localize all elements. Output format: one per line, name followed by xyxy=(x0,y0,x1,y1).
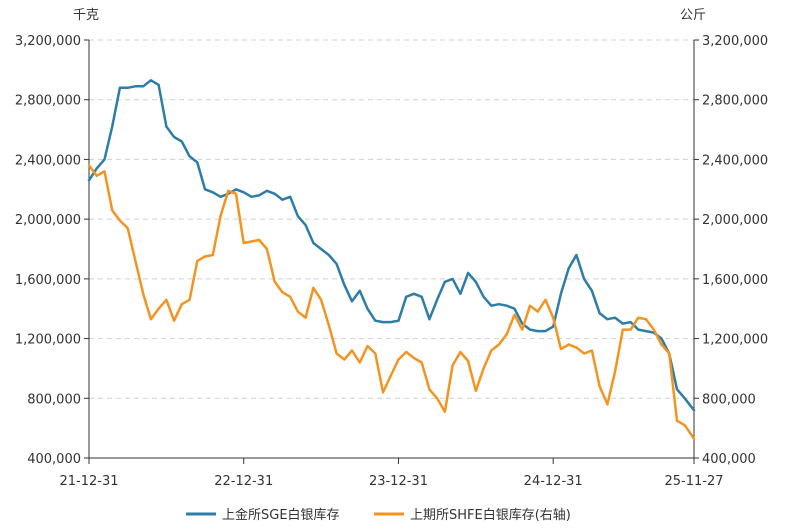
left-y-tick-label: 1,200,000 xyxy=(15,333,81,348)
left-y-tick-label: 3,200,000 xyxy=(15,34,81,49)
x-tick-label: 23-12-31 xyxy=(369,474,428,489)
right-y-tick-label: 2,000,000 xyxy=(702,213,768,228)
x-tick-label: 24-12-31 xyxy=(524,474,583,489)
right-y-tick-label: 1,200,000 xyxy=(702,333,768,348)
legend-item-sge[interactable]: 上金所SGE白银库存 xyxy=(186,507,340,523)
left-unit-label: 千克 xyxy=(73,8,99,23)
right-y-tick-label: 400,000 xyxy=(702,452,756,467)
x-tick-label: 22-12-31 xyxy=(214,474,273,489)
legend[interactable]: 上金所SGE白银库存 上期所SHFE白银库存(右轴) xyxy=(186,507,571,523)
right-y-tick-label: 800,000 xyxy=(702,392,756,407)
left-y-tick-label: 2,400,000 xyxy=(15,153,81,168)
right-y-tick-label: 3,200,000 xyxy=(702,34,768,49)
x-tick-label: 21-12-31 xyxy=(59,474,118,489)
legend-item-shfe[interactable]: 上期所SHFE白银库存(右轴) xyxy=(374,507,571,523)
x-ticks: 21-12-31 22-12-31 23-12-31 24-12-31 25-11-27 xyxy=(59,458,724,489)
x-tick-label: 25-11-27 xyxy=(664,474,723,489)
left-y-tick-label: 2,800,000 xyxy=(15,94,81,109)
gridlines xyxy=(89,39,694,399)
series-lines xyxy=(87,79,696,440)
axes xyxy=(88,40,695,459)
right-y-tick-label: 1,600,000 xyxy=(702,273,768,288)
series-line-shfe xyxy=(87,164,696,440)
left-y-tick-label: 2,000,000 xyxy=(15,213,81,228)
series-line-sge xyxy=(87,79,696,412)
right-unit-label: 公斤 xyxy=(680,8,706,23)
left-y-tick-label: 1,600,000 xyxy=(15,273,81,288)
right-y-tick-label: 2,800,000 xyxy=(702,94,768,109)
right-y-tick-label: 2,400,000 xyxy=(702,153,768,168)
right-y-ticks: 3,200,000 2,800,000 2,400,000 2,000,000 1,60… xyxy=(694,34,768,467)
legend-label-shfe: 上期所SHFE白银库存(右轴) xyxy=(410,507,571,523)
left-y-tick-label: 400,000 xyxy=(27,452,81,467)
left-y-tick-label: 800,000 xyxy=(27,392,81,407)
left-y-ticks: 3,200,000 2,800,000 2,400,000 2,000,000 1,60… xyxy=(15,34,89,467)
legend-label-sge: 上金所SGE白银库存 xyxy=(222,507,340,523)
